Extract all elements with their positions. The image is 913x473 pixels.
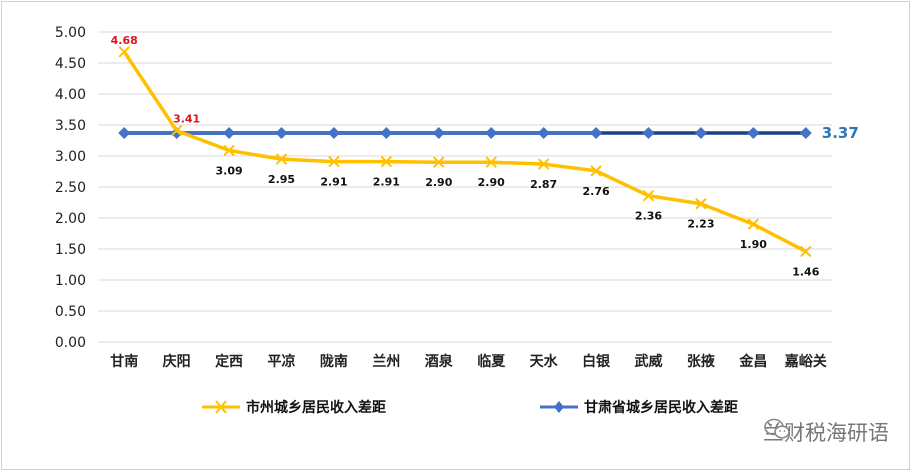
x-tick-label: 平凉 [268, 353, 296, 370]
x-tick-label: 陇南 [320, 353, 348, 370]
watermark: 兰财税海研语 [763, 417, 889, 447]
x-tick-label: 酒泉 [425, 353, 454, 370]
city-point [747, 218, 760, 230]
province-point [799, 127, 812, 140]
city-point [537, 158, 550, 170]
x-tick-label: 武威 [635, 353, 663, 370]
province-point [485, 127, 498, 140]
x-tick-label: 白银 [582, 353, 611, 370]
x-tick-label: 金昌 [738, 353, 767, 370]
city-point [328, 155, 340, 168]
province-point [380, 127, 393, 140]
city-data-label: 2.87 [530, 178, 557, 191]
series-line-city [122, 50, 807, 254]
city-data-label: 4.68 [111, 34, 138, 47]
city-data-label: 3.41 [173, 113, 200, 126]
province-point [537, 127, 550, 140]
province-point [223, 127, 236, 140]
city-point [223, 144, 235, 157]
province-point [694, 127, 707, 140]
x-tick-label: 甘南 [110, 353, 138, 370]
y-tick-label: 3.00 [55, 149, 86, 165]
y-tick-label: 1.00 [55, 273, 86, 289]
y-tick-label: 5.00 [55, 25, 86, 41]
y-tick-label: 1.50 [55, 242, 86, 258]
city-data-label: 3.09 [216, 164, 243, 177]
province-point [590, 127, 603, 140]
province-point [275, 127, 288, 140]
city-data-label: 2.95 [268, 173, 295, 186]
city-point [485, 156, 497, 168]
city-point [275, 153, 288, 165]
city-data-label: 2.23 [687, 218, 714, 231]
x-tick-label: 庆阳 [163, 353, 191, 370]
province-point [432, 127, 445, 140]
x-tick-label: 嘉峪关 [784, 353, 827, 370]
city-point [800, 245, 812, 258]
province-point [118, 127, 131, 140]
city-point [118, 46, 130, 58]
city-data-label: 2.90 [425, 176, 452, 189]
city-data-label: 1.46 [792, 265, 819, 278]
y-tick-label: 2.00 [55, 211, 86, 227]
data-labels: 3.37 4.68 3.41 3.09 2.95 2.91 2.91 2.90 2.90 2.87… [111, 34, 859, 279]
y-tick-label: 3.50 [55, 118, 86, 134]
city-point [170, 124, 183, 137]
y-tick-label: 0.00 [55, 335, 86, 351]
legend-label-city: 市州城乡居民收入差距 [246, 399, 386, 416]
city-data-label: 2.91 [320, 176, 347, 189]
city-point [642, 189, 655, 202]
province-end-label: 3.37 [822, 124, 859, 142]
wechat-icon [764, 418, 790, 439]
city-point [695, 198, 707, 210]
x-tick-label: 兰州 [372, 353, 400, 370]
y-tick-label: 4.50 [55, 56, 86, 72]
series-layer [118, 46, 812, 258]
city-data-label: 2.76 [583, 185, 610, 198]
legend-marker-city [215, 400, 227, 414]
legend: 市州城乡居民收入差距 甘肃省城乡居民收入差距 [202, 399, 738, 416]
city-point [433, 156, 445, 168]
city-point [590, 165, 602, 177]
x-axis-ticks: 甘南 庆阳 定西 平凉 陇南 兰州 酒泉 临夏 天水 白银 武威 张掖 金昌 嘉峪关 [110, 353, 827, 370]
city-data-label: 2.36 [635, 210, 662, 223]
x-tick-label: 临夏 [477, 353, 506, 370]
y-tick-label: 4.00 [55, 87, 86, 103]
y-tick-label: 0.50 [55, 304, 86, 320]
y-axis-ticks: 0.00 0.50 1.00 1.50 2.00 2.50 3.00 3.50 4.00 4.50… [55, 25, 86, 351]
province-point [327, 127, 340, 140]
city-data-label: 2.90 [478, 176, 505, 189]
gridlines [98, 31, 832, 343]
x-tick-label: 张掖 [687, 353, 716, 370]
x-tick-label: 天水 [530, 353, 559, 370]
legend-label-province: 甘肃省城乡居民收入差距 [584, 399, 738, 416]
y-tick-label: 2.50 [55, 180, 86, 196]
province-point [642, 127, 655, 140]
city-point [380, 155, 393, 168]
legend-marker-province [554, 401, 564, 413]
x-tick-label: 定西 [215, 353, 243, 370]
city-data-label: 1.90 [740, 238, 767, 251]
city-data-label: 2.91 [373, 176, 400, 189]
province-point [747, 127, 760, 140]
